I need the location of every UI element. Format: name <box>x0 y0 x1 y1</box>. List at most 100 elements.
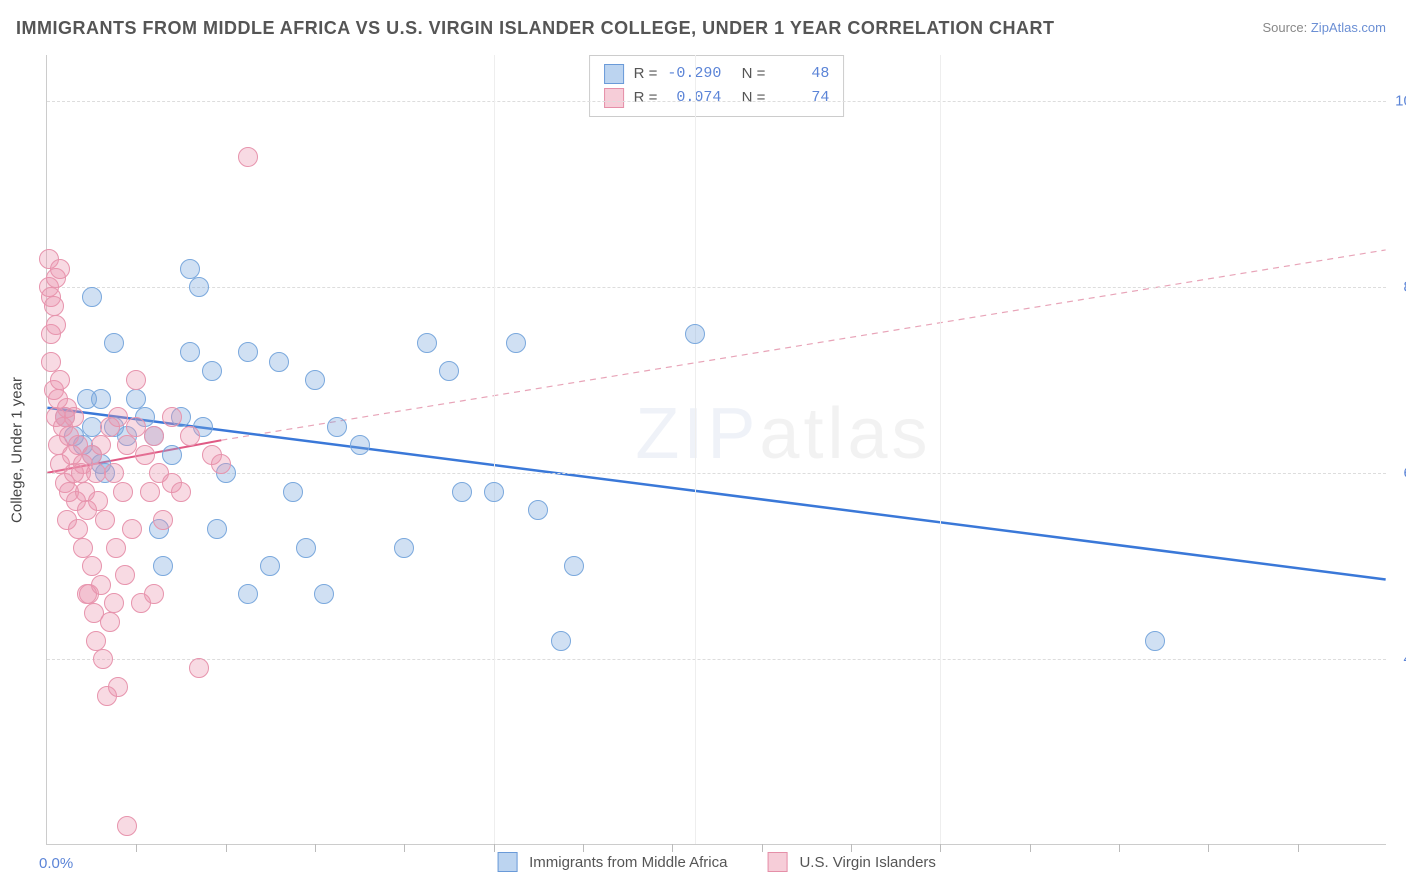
gridline-vertical <box>494 55 495 844</box>
corr-value-r: -0.290 <box>663 62 721 86</box>
point-usvi <box>162 407 182 427</box>
point-middle-africa <box>180 259 200 279</box>
x-tick <box>315 844 316 852</box>
source-attribution: Source: ZipAtlas.com <box>1262 20 1386 35</box>
point-usvi <box>50 370 70 390</box>
point-usvi <box>104 593 124 613</box>
point-middle-africa <box>452 482 472 502</box>
point-middle-africa <box>685 324 705 344</box>
point-middle-africa <box>564 556 584 576</box>
point-middle-africa <box>506 333 526 353</box>
source-link[interactable]: ZipAtlas.com <box>1311 20 1386 35</box>
x-tick <box>404 844 405 852</box>
point-middle-africa <box>238 342 258 362</box>
trendline-middle-africa <box>47 408 1385 580</box>
point-middle-africa <box>153 556 173 576</box>
legend-item: Immigrants from Middle Africa <box>497 852 727 872</box>
watermark-thin: atlas <box>759 394 931 474</box>
point-usvi <box>46 315 66 335</box>
point-middle-africa <box>350 435 370 455</box>
x-tick <box>1298 844 1299 852</box>
point-usvi <box>91 435 111 455</box>
point-usvi <box>113 482 133 502</box>
point-middle-africa <box>327 417 347 437</box>
point-usvi <box>140 482 160 502</box>
x-tick <box>851 844 852 852</box>
x-tick <box>940 844 941 852</box>
point-usvi <box>86 631 106 651</box>
gridline-horizontal <box>47 287 1386 288</box>
point-middle-africa <box>207 519 227 539</box>
chart-plot-area: ZIPatlas College, Under 1 year 0.0% 30.0… <box>46 55 1386 845</box>
point-usvi <box>153 510 173 530</box>
point-usvi <box>189 658 209 678</box>
point-usvi <box>104 463 124 483</box>
corr-label-r: R = <box>634 86 658 110</box>
point-usvi <box>117 816 137 836</box>
corr-label-n: N = <box>742 62 766 86</box>
point-middle-africa <box>82 287 102 307</box>
legend-swatch <box>767 852 787 872</box>
point-middle-africa <box>162 445 182 465</box>
point-middle-africa <box>238 584 258 604</box>
point-usvi <box>41 352 61 372</box>
correlation-row: R = 0.074 N =74 <box>604 86 830 110</box>
watermark: ZIPatlas <box>635 393 931 475</box>
point-middle-africa <box>180 342 200 362</box>
corr-value-n: 48 <box>771 62 829 86</box>
point-usvi <box>115 565 135 585</box>
legend-label: U.S. Virgin Islanders <box>799 854 935 871</box>
legend-item: U.S. Virgin Islanders <box>767 852 935 872</box>
point-middle-africa <box>314 584 334 604</box>
y-axis-title: College, Under 1 year <box>9 377 26 523</box>
point-usvi <box>50 259 70 279</box>
x-tick <box>1030 844 1031 852</box>
point-middle-africa <box>551 631 571 651</box>
point-middle-africa <box>528 500 548 520</box>
gridline-vertical <box>695 55 696 844</box>
source-prefix: Source: <box>1262 20 1310 35</box>
point-middle-africa <box>1145 631 1165 651</box>
x-tick <box>1119 844 1120 852</box>
point-usvi <box>91 575 111 595</box>
point-middle-africa <box>189 277 209 297</box>
correlation-legend: R =-0.290 N =48R = 0.074 N =74 <box>589 55 845 117</box>
x-tick <box>494 844 495 852</box>
point-usvi <box>82 556 102 576</box>
corr-label-r: R = <box>634 62 658 86</box>
x-tick <box>226 844 227 852</box>
watermark-bold: ZIP <box>635 394 759 474</box>
legend-swatch <box>604 88 624 108</box>
point-usvi <box>144 584 164 604</box>
point-usvi <box>171 482 191 502</box>
point-usvi <box>126 370 146 390</box>
x-tick <box>762 844 763 852</box>
point-middle-africa <box>104 333 124 353</box>
series-legend: Immigrants from Middle Africa U.S. Virgin… <box>497 852 936 872</box>
x-tick <box>672 844 673 852</box>
point-middle-africa <box>126 389 146 409</box>
point-middle-africa <box>484 482 504 502</box>
point-usvi <box>122 519 142 539</box>
x-tick <box>583 844 584 852</box>
point-middle-africa <box>439 361 459 381</box>
corr-value-r: 0.074 <box>663 86 721 110</box>
chart-title: IMMIGRANTS FROM MIDDLE AFRICA VS U.S. VI… <box>16 18 1055 39</box>
point-middle-africa <box>296 538 316 558</box>
legend-swatch <box>604 64 624 84</box>
trendline-usvi-dashed <box>221 250 1385 440</box>
point-usvi <box>93 649 113 669</box>
gridline-horizontal <box>47 659 1386 660</box>
point-usvi <box>88 491 108 511</box>
correlation-row: R =-0.290 N =48 <box>604 62 830 86</box>
point-usvi <box>135 445 155 465</box>
legend-label: Immigrants from Middle Africa <box>529 854 727 871</box>
gridline-horizontal <box>47 473 1386 474</box>
gridline-horizontal <box>47 101 1386 102</box>
point-middle-africa <box>202 361 222 381</box>
point-usvi <box>100 612 120 632</box>
corr-label-n: N = <box>742 86 766 110</box>
y-tick-label: 100.0% <box>1395 93 1406 110</box>
point-usvi <box>106 538 126 558</box>
point-usvi <box>144 426 164 446</box>
